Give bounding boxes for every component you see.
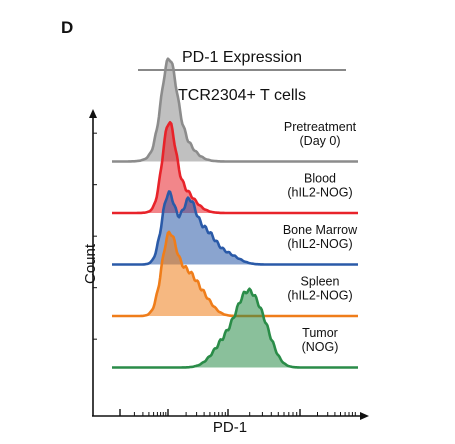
- histogram-fill: [112, 288, 358, 368]
- sample-label: Tumor (NOG): [302, 326, 339, 354]
- x-axis-arrow: [360, 412, 369, 420]
- sample-label-line: Tumor: [302, 326, 338, 340]
- histogram-series-2: [111, 121, 359, 215]
- chart-subtitle: TCR2304+ T cells: [178, 87, 306, 104]
- sample-label: Bone Marrow (hIL2-NOG): [283, 223, 358, 251]
- sample-label-line: Bone Marrow: [283, 223, 358, 237]
- axes: [89, 109, 369, 420]
- sample-label-line: Blood: [304, 171, 336, 185]
- histogram-outline: [111, 287, 359, 369]
- histogram-outline: [111, 121, 359, 215]
- sample-label-line: Pretreatment: [284, 120, 357, 134]
- sample-label-line: Spleen: [301, 274, 340, 288]
- x-axis-ticks: [93, 132, 356, 416]
- sample-label-line: (hIL2-NOG): [287, 288, 352, 302]
- y-axis-arrow: [89, 109, 97, 118]
- chart-title: PD-1 Expression: [182, 49, 302, 66]
- histogram-outline: [111, 57, 359, 163]
- x-axis-title: PD-1: [213, 419, 247, 436]
- histogram-fill: [112, 231, 358, 316]
- sample-labels: Pretreatment (Day 0)Blood (hIL2-NOG)Bone M…: [283, 120, 358, 354]
- sample-label: Pretreatment (Day 0): [284, 120, 357, 148]
- histogram-series-5: [111, 287, 359, 369]
- sample-label-line: (hIL2-NOG): [287, 185, 352, 199]
- histogram-outline: [111, 190, 359, 266]
- sample-label-line: (hIL2-NOG): [287, 237, 352, 251]
- sample-label: Spleen (hIL2-NOG): [287, 274, 352, 302]
- sample-label-line: (NOG): [302, 340, 339, 354]
- sample-label-line: (Day 0): [300, 134, 341, 148]
- panel-letter: D: [61, 18, 73, 37]
- sample-label: Blood (hIL2-NOG): [287, 171, 352, 199]
- y-axis-title: Count: [82, 243, 99, 284]
- plot-area: [111, 57, 359, 369]
